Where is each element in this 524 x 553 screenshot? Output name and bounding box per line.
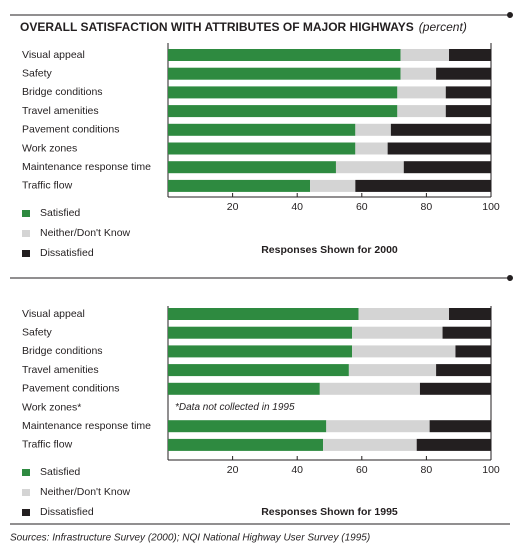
bar-segment: [358, 308, 450, 320]
category-label: Work zones*: [22, 401, 81, 413]
bar-segment: [352, 345, 456, 358]
legend-label: Dissatisfied: [40, 506, 94, 518]
x-axis-label: Responses Shown for 2000: [261, 244, 398, 256]
bar-segment: [168, 67, 401, 80]
bar-segment: [335, 161, 404, 174]
x-tick-label: 20: [227, 464, 239, 476]
category-label: Pavement conditions: [22, 124, 119, 136]
bar-segment: [419, 382, 491, 395]
x-axis-label: Responses Shown for 1995: [261, 506, 398, 518]
x-tick-label: 80: [421, 464, 433, 476]
bar-segment: [355, 142, 388, 155]
category-label: Travel amenities: [22, 364, 99, 376]
bar-segment: [323, 438, 417, 451]
bar-segment: [168, 105, 398, 118]
chart-units: (percent): [419, 20, 467, 34]
bar-segment: [355, 123, 391, 136]
x-tick-label: 20: [227, 201, 239, 213]
legend-label: Neither/Don't Know: [40, 486, 131, 498]
bar-segment: [168, 420, 327, 433]
bar-segment: [455, 345, 491, 358]
bar-segment: [319, 382, 420, 395]
bar-segment: [168, 308, 359, 320]
legend-swatch: [22, 509, 30, 516]
bar-segment: [168, 438, 324, 451]
category-label: Maintenance response time: [22, 420, 151, 432]
bar-segment: [390, 123, 491, 136]
category-label: Safety: [22, 326, 53, 338]
legend-label: Neither/Don't Know: [40, 227, 131, 239]
bar-segment: [400, 49, 450, 61]
legend-swatch: [22, 489, 30, 496]
legend-label: Dissatisfied: [40, 247, 94, 259]
bar-segment: [168, 86, 398, 99]
bar-segment: [416, 438, 491, 451]
bar-segment: [355, 179, 491, 192]
x-tick-label: 40: [291, 464, 303, 476]
x-tick-label: 60: [356, 464, 368, 476]
legend-swatch: [22, 230, 30, 237]
bar-segment: [168, 179, 311, 192]
bar-segment: [168, 326, 353, 339]
chart-title: OVERALL SATISFACTION WITH ATTRIBUTES OF …: [20, 20, 414, 34]
bar-segment: [429, 420, 491, 433]
bar-segment: [168, 142, 356, 155]
bar-segment: [397, 105, 446, 118]
category-label: Bridge conditions: [22, 345, 103, 357]
category-label: Work zones: [22, 142, 77, 154]
bar-segment: [445, 105, 491, 118]
category-label: Pavement conditions: [22, 383, 119, 395]
legend-swatch: [22, 250, 30, 257]
bar-segment: [310, 179, 356, 192]
bar-segment: [168, 345, 353, 358]
bar-segment: [168, 123, 356, 136]
x-tick-label: 100: [482, 201, 500, 213]
legend-swatch: [22, 210, 30, 217]
category-label: Travel amenities: [22, 105, 99, 117]
bar-segment: [326, 420, 430, 433]
category-label: Traffic flow: [22, 180, 73, 192]
bar-segment: [397, 86, 446, 99]
bar-segment: [445, 86, 491, 99]
x-tick-label: 60: [356, 201, 368, 213]
annotation: *Data not collected in 1995: [175, 402, 295, 413]
category-label: Maintenance response time: [22, 161, 151, 173]
category-label: Bridge conditions: [22, 86, 103, 98]
bar-segment: [449, 308, 491, 320]
bar-segment: [168, 364, 349, 377]
bar-segment: [168, 382, 320, 395]
x-tick-label: 40: [291, 201, 303, 213]
bar-segment: [442, 326, 491, 339]
bar-segment: [436, 67, 491, 80]
bar-segment: [387, 142, 491, 155]
category-label: Visual appeal: [22, 308, 85, 320]
category-label: Traffic flow: [22, 439, 73, 451]
sources: Sources: Infrastructure Survey (2000); N…: [10, 533, 370, 544]
legend-swatch: [22, 469, 30, 476]
bar-segment: [168, 49, 401, 61]
bar-segment: [400, 67, 437, 80]
bar-segment: [348, 364, 437, 377]
category-label: Safety: [22, 67, 53, 79]
bar-segment: [168, 161, 336, 174]
x-tick-label: 80: [421, 201, 433, 213]
divider-dot: [507, 275, 513, 281]
divider-dot: [507, 12, 513, 18]
bar-segment: [352, 326, 443, 339]
legend-label: Satisfied: [40, 466, 80, 478]
legend-label: Satisfied: [40, 207, 80, 219]
category-label: Visual appeal: [22, 49, 85, 61]
bar-segment: [436, 364, 491, 377]
bar-segment: [403, 161, 491, 174]
bar-segment: [449, 49, 491, 61]
x-tick-label: 100: [482, 464, 500, 476]
